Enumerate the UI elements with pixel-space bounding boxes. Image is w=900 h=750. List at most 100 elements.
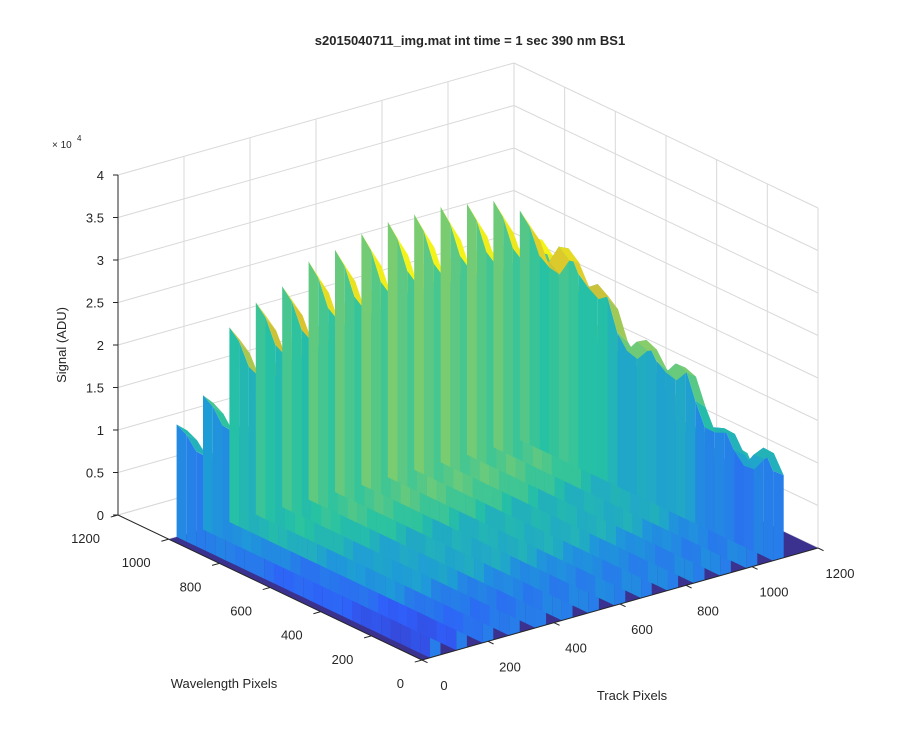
x-tick <box>421 659 428 664</box>
ridge-face <box>743 454 754 552</box>
ridge-face <box>675 363 686 519</box>
ridge-face <box>578 273 588 473</box>
ridge-face <box>724 428 735 543</box>
ridge-face <box>344 266 355 502</box>
ridge-face <box>414 214 424 475</box>
ridge-face <box>617 332 627 491</box>
ridge-top <box>265 317 286 357</box>
ridge-face <box>282 286 292 512</box>
y-tick <box>363 635 372 639</box>
ridge-face <box>239 341 249 532</box>
ridge-face <box>549 246 559 459</box>
ridge-face <box>519 210 530 445</box>
ridge-top <box>607 297 628 342</box>
x-tick-label: 200 <box>499 659 521 674</box>
ridge-face <box>212 406 223 539</box>
ridge-face <box>361 233 372 490</box>
ridge-top <box>636 340 657 351</box>
ridge-face <box>229 327 240 527</box>
x-tick <box>553 622 560 626</box>
y-tick <box>161 538 169 542</box>
z-tick-label: 2.5 <box>86 296 104 311</box>
z-axis-label: Signal (ADU) <box>54 307 69 383</box>
y-tick <box>313 611 321 615</box>
ridge-face <box>704 427 715 533</box>
ridge-top <box>578 273 599 300</box>
ridge-top <box>695 400 716 433</box>
ridge-face <box>265 317 276 524</box>
ridge-face <box>753 447 764 556</box>
ridge-face <box>308 261 319 505</box>
ridge-face <box>588 284 598 477</box>
ridge-face <box>539 255 549 454</box>
ridge-top <box>519 210 541 241</box>
ridge-top <box>685 367 706 408</box>
ridge-top <box>318 277 339 321</box>
y-tick <box>262 587 271 591</box>
ridge-face <box>656 360 666 510</box>
ridge-face <box>763 447 774 561</box>
ridge-top <box>203 395 224 414</box>
ridge-top <box>734 450 755 470</box>
z-exponent: × 10 4 <box>52 134 82 151</box>
ridge-face <box>318 277 329 509</box>
z-tick-label: 1.5 <box>86 381 104 396</box>
ridge-face <box>203 395 213 535</box>
ridge-face <box>467 203 477 460</box>
grid-line <box>117 62 515 176</box>
z-tick-label: 2 <box>97 338 104 353</box>
ridge-face <box>714 427 725 538</box>
ridge-face <box>493 200 504 452</box>
ridge-face <box>665 363 676 515</box>
ridge-top <box>344 266 365 311</box>
ridge-top <box>714 427 735 434</box>
ridge-top <box>291 301 313 342</box>
ridge-top <box>493 200 514 233</box>
grid-line <box>513 62 819 209</box>
chart-title: s2015040711_img.mat int time = 1 sec 390… <box>315 33 625 48</box>
x-tick-label: 1200 <box>826 566 855 581</box>
ridge-face <box>335 249 345 497</box>
ridge-top <box>212 406 233 432</box>
ridge-top <box>617 332 638 359</box>
y-tick-label: 1000 <box>122 555 151 570</box>
y-tick-label: 1200 <box>71 531 100 546</box>
grid-line <box>513 190 819 336</box>
ridge-face <box>597 284 608 482</box>
z-tick-label: 0 <box>97 508 104 523</box>
ridge-face <box>627 341 637 496</box>
ridge-face <box>397 238 408 487</box>
axes <box>110 174 824 664</box>
x-tick <box>487 640 494 645</box>
ridge-top <box>450 223 471 271</box>
ridge-top <box>229 327 250 353</box>
grid-line <box>513 105 819 251</box>
ridge-top <box>675 363 696 377</box>
x-tick <box>751 566 758 570</box>
track-ridge <box>519 210 784 561</box>
z-tick-label: 3.5 <box>86 211 104 226</box>
ridge-face <box>371 250 381 494</box>
x-tick-label: 800 <box>697 603 719 618</box>
ridge-face <box>734 450 744 547</box>
ridge-face <box>503 217 513 457</box>
y-axis-label: Wavelength Pixels <box>171 676 278 691</box>
ridge-top <box>529 226 550 268</box>
ridge-top <box>176 424 197 440</box>
tick-labels: 0200400600800100012000200400600800100012… <box>71 168 854 693</box>
ridge-face <box>646 340 657 505</box>
ridge-face <box>255 302 266 520</box>
x-tick <box>685 584 692 589</box>
ridge-face <box>423 231 434 479</box>
y-tick-label: 400 <box>281 628 303 643</box>
ridge-face <box>568 248 579 468</box>
y-tick-label: 800 <box>180 579 202 594</box>
ridge-face <box>440 206 451 467</box>
x-tick <box>619 603 626 608</box>
y-tick <box>211 562 220 566</box>
x-tick-label: 400 <box>565 641 587 656</box>
ridge-face <box>529 226 540 450</box>
x-tick-label: 600 <box>631 622 653 637</box>
ridge-face <box>176 424 187 542</box>
ridge-top <box>503 217 524 262</box>
